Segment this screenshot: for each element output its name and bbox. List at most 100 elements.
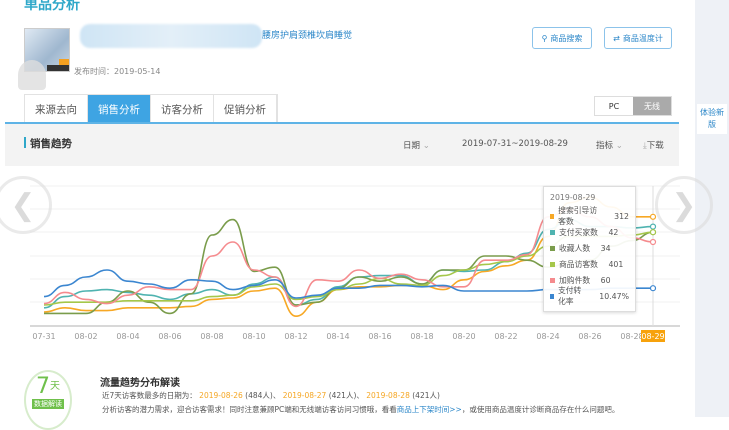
listing-time-link[interactable]: 商品上下架时间>> bbox=[396, 405, 462, 414]
tooltip-series-name: 收藏人数 bbox=[559, 243, 591, 253]
tooltip-series-value: 42 bbox=[608, 227, 619, 237]
tooltip-row: 搜索引导访客数 312 bbox=[550, 206, 629, 226]
date-label: 日期 bbox=[403, 141, 421, 151]
x-tick-label: 08-22 bbox=[494, 332, 517, 341]
insight-title: 流量趋势分布解读 bbox=[100, 378, 180, 389]
tooltip-series-value: 34 bbox=[600, 243, 611, 253]
x-tick-label: 08-20 bbox=[452, 332, 475, 341]
publish-time: 发布时间：2019-05-14 bbox=[74, 67, 161, 76]
metric-dropdown[interactable]: 指标 ⌄ bbox=[596, 139, 623, 151]
tooltip-date: 2019-08-29 bbox=[550, 193, 596, 202]
tooltip-series-name: 搜索引导访客数 bbox=[558, 206, 598, 226]
product-temperature-label: 商品温度计 bbox=[622, 33, 663, 43]
legend-swatch bbox=[550, 261, 555, 267]
legend-swatch bbox=[550, 229, 555, 235]
top-day-date: 2019-08-27 bbox=[282, 391, 327, 400]
chart-prev-button[interactable]: ❮ bbox=[0, 176, 52, 234]
device-wireless[interactable]: 无线 bbox=[633, 97, 671, 115]
tooltip-series-name: 支付转化率 bbox=[557, 286, 582, 306]
download-icon: ⤓ bbox=[643, 141, 647, 151]
top-day-count: (421人) bbox=[412, 391, 440, 400]
chevron-left-icon: ❮ bbox=[10, 187, 36, 223]
top-day-date: 2019-08-28 bbox=[366, 391, 410, 400]
tab-visitors[interactable]: 访客分析 bbox=[151, 95, 214, 123]
x-tick-label: 08-26 bbox=[578, 332, 601, 341]
product-name-link[interactable]: 腰房护肩颈椎坎肩睡觉 bbox=[262, 31, 353, 41]
x-tick-label: 08-12 bbox=[284, 332, 307, 341]
tooltip-row: 支付买家数 42 bbox=[550, 224, 629, 240]
top-day-count: (421人) bbox=[328, 391, 357, 400]
badge-label: 数据解读 bbox=[32, 399, 64, 409]
tab-promotion[interactable]: 促销分析 bbox=[214, 95, 277, 123]
product-search-button[interactable]: ⚲ 商品搜索 bbox=[532, 27, 592, 49]
date-range[interactable]: 2019-07-31~2019-08-29 bbox=[462, 139, 568, 149]
device-pc[interactable]: PC bbox=[608, 101, 620, 111]
tooltip-series-name: 加购件数 bbox=[559, 275, 591, 285]
chevron-down-icon: ⌄ bbox=[422, 141, 430, 151]
legend-swatch bbox=[550, 277, 555, 283]
product-search-label: 商品搜索 bbox=[550, 33, 583, 43]
series-point bbox=[649, 285, 657, 292]
x-tick-label: 07-31 bbox=[32, 332, 55, 341]
x-tick-label: 08-28 bbox=[620, 332, 643, 341]
legend-swatch bbox=[550, 245, 555, 251]
x-tick-label: 08-08 bbox=[200, 332, 223, 341]
device-toggle: PC 无线 bbox=[594, 96, 672, 116]
x-tick-label: 08-02 bbox=[74, 332, 97, 341]
insight-prefix: 近7天访客数最多的日期为： bbox=[102, 391, 197, 400]
chart-next-button[interactable]: ❯ bbox=[655, 176, 713, 234]
section-accent bbox=[24, 137, 26, 148]
series-point bbox=[649, 223, 657, 230]
series-point bbox=[649, 213, 657, 220]
insight-top-days: 近7天访客数最多的日期为： 2019-08-26 (484人)、 2019-08… bbox=[102, 391, 440, 400]
x-tick-label: 08-18 bbox=[410, 332, 433, 341]
date-dropdown[interactable]: 日期 ⌄ bbox=[403, 139, 430, 151]
advice-text: 分析访客的潜力需求，迎合访客需求！同时注意兼顾PC端和无线端访客访问习惯哦，看看 bbox=[102, 405, 397, 414]
download-button[interactable]: ⤓下载 bbox=[643, 139, 664, 151]
metric-label: 指标 bbox=[596, 141, 614, 151]
swap-icon: ⇄ bbox=[613, 33, 620, 43]
tab-sales[interactable]: 销售分析 bbox=[88, 95, 151, 123]
tab-divider bbox=[5, 122, 679, 124]
badge-number: 7 bbox=[36, 374, 50, 399]
chevron-down-icon: ⌄ bbox=[615, 141, 623, 151]
tooltip-row: 商品访客数 401 bbox=[550, 256, 629, 272]
seven-day-badge: 7天 数据解读 bbox=[24, 370, 72, 430]
try-new-version-button[interactable]: 体验新版 bbox=[697, 104, 727, 134]
search-icon: ⚲ bbox=[541, 33, 548, 43]
advice-suffix: ，或使用商品温度计诊断商品存在什么问题吧。 bbox=[461, 405, 620, 414]
tooltip-series-value: 10.47% bbox=[599, 291, 629, 301]
x-tick-label: 08-14 bbox=[326, 332, 349, 341]
insight-advice: 分析访客的潜力需求，迎合访客需求！同时注意兼顾PC端和无线端访客访问习惯哦，看看… bbox=[102, 404, 619, 415]
x-tick-label: 08-29 bbox=[641, 332, 664, 341]
tooltip-series-value: 401 bbox=[608, 259, 624, 269]
tooltip-series-value: 312 bbox=[614, 211, 629, 221]
blurred-avatar bbox=[18, 60, 46, 90]
tooltip-row: 加购件数 60 bbox=[550, 272, 629, 288]
blurred-product-name bbox=[80, 24, 262, 48]
x-tick-label: 08-04 bbox=[116, 332, 139, 341]
x-tick-label: 08-24 bbox=[536, 332, 559, 341]
tooltip-series-name: 商品访客数 bbox=[559, 259, 598, 269]
download-label: 下载 bbox=[646, 141, 664, 151]
chart-tooltip: 2019-08-29 搜索引导访客数 312 支付买家数 42 收藏人数 34 商品访… bbox=[543, 186, 636, 312]
tooltip-series-value: 60 bbox=[600, 275, 611, 285]
page-title: 单品分析 bbox=[24, 0, 80, 13]
x-tick-label: 08-16 bbox=[368, 332, 391, 341]
section-header bbox=[5, 124, 679, 166]
analysis-tabs: 来源去向 销售分析 访客分析 促销分析 bbox=[24, 94, 278, 123]
legend-swatch bbox=[550, 213, 555, 219]
x-tick-label: 08-06 bbox=[158, 332, 181, 341]
product-temperature-button[interactable]: ⇄ 商品温度计 bbox=[604, 27, 672, 49]
section-title: 销售趋势 bbox=[30, 138, 72, 150]
badge-unit: 天 bbox=[50, 381, 60, 392]
x-tick-label: 08-10 bbox=[242, 332, 265, 341]
legend-swatch bbox=[550, 293, 554, 299]
series-point bbox=[649, 238, 657, 246]
tooltip-row: 收藏人数 34 bbox=[550, 240, 629, 256]
tab-source[interactable]: 来源去向 bbox=[25, 95, 88, 123]
tooltip-series-name: 支付买家数 bbox=[559, 227, 598, 237]
chevron-right-icon: ❯ bbox=[671, 187, 697, 223]
top-day-date: 2019-08-26 bbox=[199, 391, 243, 400]
top-day-count: (484人) bbox=[245, 391, 273, 400]
